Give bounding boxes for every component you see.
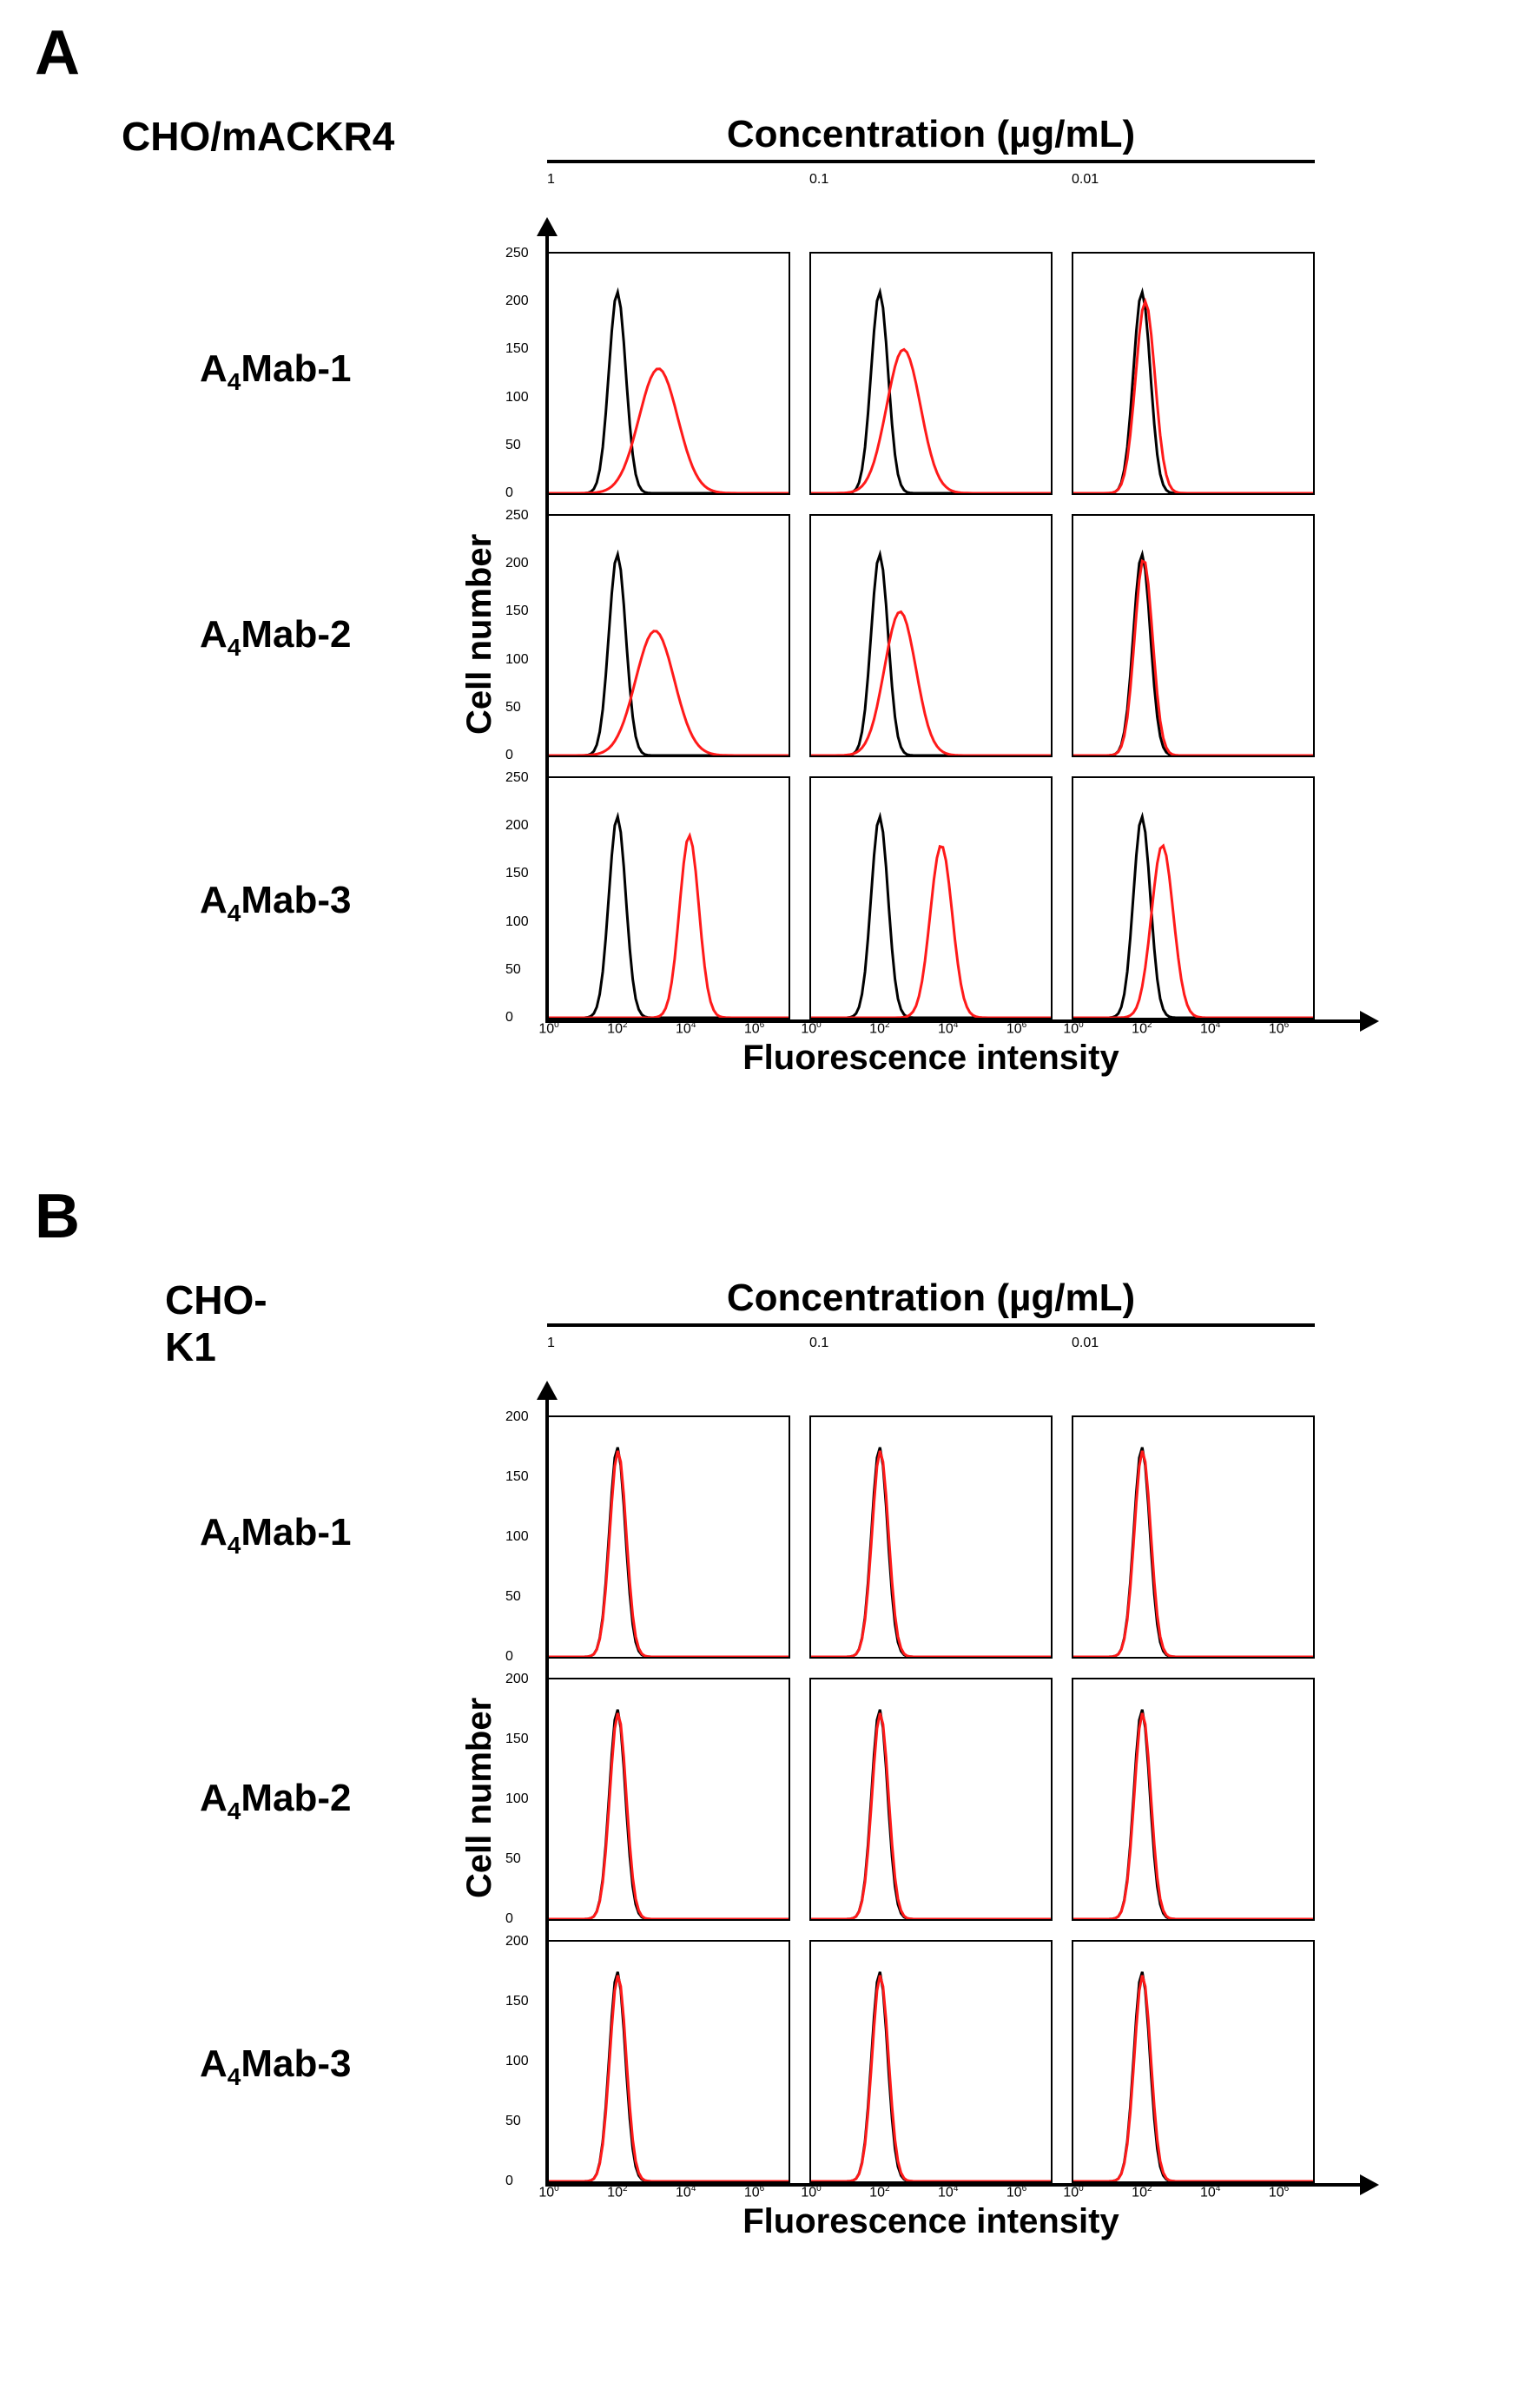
row-label: A4Mab-1 <box>200 347 351 396</box>
panel-a-y-axis-label: Cell number <box>460 330 499 938</box>
histogram-cell <box>1072 1678 1315 1921</box>
panel-b-row-labels: A4Mab-1 A4Mab-2 A4Mab-3 <box>200 1511 351 2090</box>
col-hdr: 1 <box>547 172 790 188</box>
histogram-cell <box>1072 514 1315 757</box>
panel-b-plot-grid: 0501001502000501001502000501001502001001… <box>547 1415 1315 2183</box>
panel-b-col-headers: 1 0.1 0.01 <box>547 1336 1315 1351</box>
col-hdr: 0.1 <box>809 1336 1053 1351</box>
histogram-cell: 050100150200250100102104106 <box>547 776 790 1019</box>
histogram-cell: 100102104106 <box>1072 776 1315 1019</box>
histogram-cell: 050100150200250 <box>547 514 790 757</box>
histogram-cell <box>809 1415 1053 1659</box>
panel-a-col-headers: 1 0.1 0.01 <box>547 172 1315 188</box>
row-label: A4Mab-3 <box>200 879 351 927</box>
panel-a-row-labels: A4Mab-1 A4Mab-2 A4Mab-3 <box>200 347 351 927</box>
histogram-cell: 050100150200250 <box>547 252 790 495</box>
histogram-cell: 100102104106 <box>809 776 1053 1019</box>
panel-b-cell-line: CHO-K1 <box>165 1277 267 1370</box>
panel-a-plot-grid: 0501001502002500501001502002500501001502… <box>547 252 1315 1019</box>
histogram-cell: 100102104106 <box>809 1940 1053 2183</box>
col-hdr: 0.1 <box>809 172 1053 188</box>
col-hdr: 0.01 <box>1072 172 1315 188</box>
histogram-cell: 100102104106 <box>1072 1940 1315 2183</box>
panel-a-x-axis-label: Fluorescence intensity <box>547 1039 1315 1078</box>
panel-a-cell-line: CHO/mACKR4 <box>122 113 394 160</box>
row-label: A4Mab-2 <box>200 613 351 662</box>
panel-b-letter: B <box>35 1181 80 1252</box>
col-hdr: 1 <box>547 1336 790 1351</box>
histogram-cell: 050100150200100102104106 <box>547 1940 790 2183</box>
row-label: A4Mab-2 <box>200 1777 351 1825</box>
histogram-cell <box>1072 252 1315 495</box>
histogram-cell <box>1072 1415 1315 1659</box>
histogram-cell: 050100150200 <box>547 1678 790 1921</box>
histogram-cell <box>809 252 1053 495</box>
row-label: A4Mab-3 <box>200 2042 351 2091</box>
panel-a-letter: A <box>35 17 80 89</box>
row-label: A4Mab-1 <box>200 1511 351 1560</box>
histogram-cell <box>809 1678 1053 1921</box>
panel-b-x-axis-label: Fluorescence intensity <box>547 2202 1315 2241</box>
panel-b-y-axis-label: Cell number <box>460 1494 499 2101</box>
panel-a-conc-title: Concentration (µg/mL) <box>547 113 1315 163</box>
histogram-cell: 050100150200 <box>547 1415 790 1659</box>
panel-b-conc-title: Concentration (µg/mL) <box>547 1277 1315 1327</box>
col-hdr: 0.01 <box>1072 1336 1315 1351</box>
histogram-cell <box>809 514 1053 757</box>
